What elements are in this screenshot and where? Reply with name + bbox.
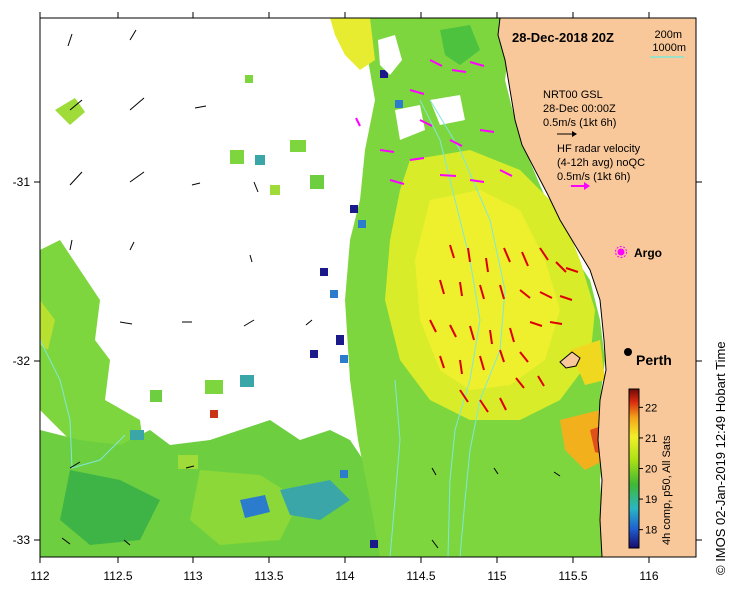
wind-arrows <box>61 29 561 549</box>
colorbar-tick-label: 20 <box>645 464 657 476</box>
colorbar-tick-label: 18 <box>645 525 657 537</box>
map-title: 28-Dec-2018 20Z <box>512 30 614 45</box>
x-tick-label: 115 <box>487 569 506 583</box>
contour-label-1000m: 1000m <box>652 42 686 54</box>
y-tick-label: -31 <box>13 175 31 189</box>
wind-legend-arrow <box>557 131 577 137</box>
radar-scale-label: 0.5m/s (1kt 6h) <box>557 171 630 183</box>
y-tick-label: -32 <box>13 354 31 368</box>
land <box>497 18 696 557</box>
perth-label: Perth <box>636 352 672 368</box>
depth-contours <box>40 99 506 557</box>
x-tick-label: 113.5 <box>254 569 283 583</box>
radar-label: HF radar velocity <box>557 143 641 155</box>
y-tick-label: -33 <box>13 533 31 547</box>
colorbar <box>628 388 640 549</box>
colorbar-tick-label: 19 <box>645 494 657 506</box>
colorbar-tick-label: 22 <box>645 402 657 414</box>
x-tick-label: 116 <box>639 569 658 583</box>
wind-scale-label: 0.5m/s (1kt 6h) <box>543 117 616 129</box>
colorbar-tick-label: 21 <box>645 433 657 445</box>
x-tick-label: 112 <box>30 569 49 583</box>
x-tick-label: 112.5 <box>103 569 132 583</box>
current-arrows <box>429 244 579 413</box>
hf-radar-arrows <box>355 59 513 185</box>
axis-ticks <box>34 12 702 563</box>
perth-marker <box>624 348 632 356</box>
x-tick-label: 114.5 <box>406 569 435 583</box>
colorbar-label: 4h comp, p50, All Sats <box>661 435 673 545</box>
colorbar-ticks: 22 21 20 19 18 <box>639 402 657 537</box>
x-tick-label: 114 <box>335 569 354 583</box>
x-tick-label: 115.5 <box>558 569 587 583</box>
plot-frame <box>39 17 697 558</box>
estuary <box>559 351 581 369</box>
argo-marker <box>615 246 627 258</box>
contour-label-200m: 200m <box>654 29 682 41</box>
wind-source-label: NRT00 GSL <box>543 89 603 101</box>
radar-legend-arrow <box>571 182 590 190</box>
argo-label: Argo <box>634 246 662 260</box>
radar-averaging-label: (4-12h avg) noQC <box>557 157 645 169</box>
x-tick-label: 113 <box>183 569 202 583</box>
wind-time-label: 28-Dec 00:00Z <box>543 103 616 115</box>
credit-text: © IMOS 02-Jan-2019 12:49 Hobart Time <box>713 341 728 575</box>
